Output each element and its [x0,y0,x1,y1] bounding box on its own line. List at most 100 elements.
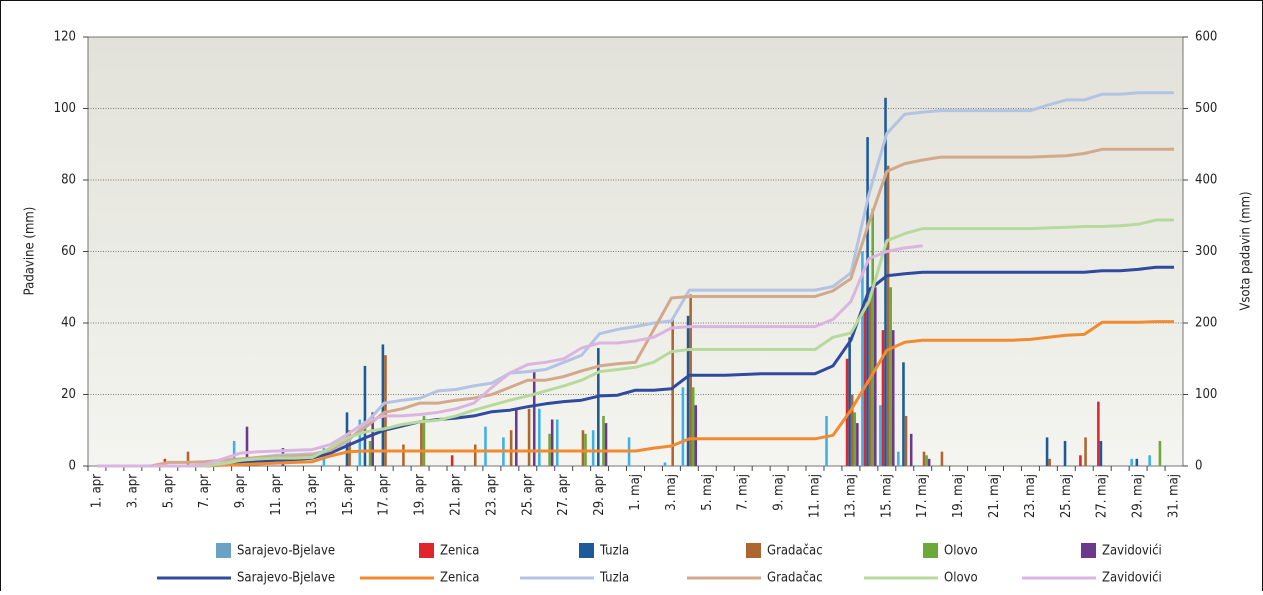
x-tick-label: 15. apr [341,474,356,516]
x-tick-label: 23. apr [484,474,499,516]
bar [368,440,372,466]
bar [363,365,367,466]
legend-label: Tuzla [599,571,629,586]
bar [879,405,882,466]
x-tick-label: 7. apr [197,474,212,508]
y-tick-label: 80 [61,173,76,188]
y2-axis-title: Vsota padavin (mm) [1239,191,1254,310]
x-tick-label: 3. maj [664,474,679,511]
bar [597,348,600,466]
x-tick-label: 1. maj [628,474,643,511]
bar [689,294,692,466]
bar [886,165,890,466]
bar [845,358,849,466]
legend-marker [746,543,761,558]
bar [940,451,944,466]
bar [1079,455,1082,466]
x-tick-label: 13. maj [843,474,858,518]
x-tick-label: 17. apr [377,474,392,516]
y2-tick-label: 0 [1195,459,1202,474]
bar [532,369,536,466]
line [97,218,1174,468]
bar [850,394,854,466]
y2-tick-label: 500 [1195,101,1217,116]
legend-marker [923,543,938,558]
legend-label: Sarajevo-Bjelave [237,544,335,559]
x-tick-label: 31. maj [1167,474,1182,518]
legend-label: Gradačac [767,544,823,559]
x-tick-label: 5. maj [700,474,715,511]
y-tick-label: 120 [54,30,76,45]
bar [484,426,487,466]
x-tick-label: 7. maj [736,474,751,511]
bar [889,287,892,466]
bar [686,315,690,466]
bar [902,362,905,466]
bar [897,451,900,466]
bar [1099,440,1103,466]
bar [602,415,605,466]
line [97,244,923,468]
bar [527,408,531,466]
bar [473,444,477,466]
bar [1097,401,1100,466]
bar [856,423,859,466]
bar [555,419,559,466]
x-tick-label: 5. apr [161,474,176,508]
x-tick-label: 23. maj [1023,474,1038,518]
legend-marker [419,543,434,558]
bar [245,426,249,466]
x-tick-label: 29. maj [1131,474,1146,518]
legend-label: Sarajevo-Bjelave [237,571,335,586]
bar [904,415,908,466]
bar [358,419,362,466]
legend-marker [1081,543,1096,558]
bar [853,412,857,466]
bar [1045,437,1049,466]
bar [450,455,454,466]
bar [384,355,387,466]
bar [538,408,541,466]
y-tick-label: 60 [61,244,76,259]
bar [874,287,877,466]
bar [871,208,875,466]
y2-tick-label: 300 [1195,244,1217,259]
bar [232,440,236,466]
x-tick-label: 3. apr [125,474,140,508]
x-tick-label: 25. apr [520,474,535,516]
legend-label: Zenica [440,571,479,586]
bar [420,423,423,466]
y2-tick-label: 600 [1195,30,1217,45]
y2-tick-label: 400 [1195,173,1217,188]
bar [550,419,554,466]
legend-label: Zenica [440,544,479,559]
legend-label: Tuzla [599,544,629,559]
y2-tick-label: 200 [1195,316,1217,331]
bar [1130,458,1133,466]
bar [591,430,595,466]
bar [1048,458,1051,466]
bar [909,433,913,466]
bar [371,412,374,466]
y-tick-label: 40 [61,316,76,331]
bar [681,387,685,466]
x-tick-label: 25. maj [1059,474,1074,518]
bar [581,430,585,466]
x-tick-label: 19. apr [413,474,428,516]
bar [1158,440,1162,466]
y-tick-label: 100 [54,101,76,116]
bar [881,330,885,466]
x-tick-label: 15. maj [879,474,894,518]
bar [1148,455,1151,466]
bar [927,458,931,466]
x-tick-label: 27. apr [556,474,571,516]
bar [884,97,887,467]
bar [922,451,926,466]
bar [848,337,851,466]
y-axis-title: Padavine (mm) [23,207,38,296]
x-tick-label: 21. maj [987,474,1002,518]
bar [514,408,518,466]
bar [925,455,928,466]
x-tick-label: 11. apr [269,474,284,516]
